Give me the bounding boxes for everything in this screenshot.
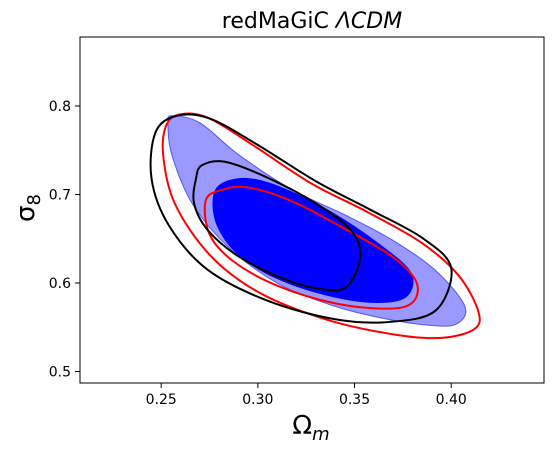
x-tick-label: 0.40 <box>436 392 467 408</box>
series-1-inner-contour <box>212 177 414 303</box>
series-3-outer-contour <box>149 113 453 324</box>
y-tick-label: 0.6 <box>49 276 71 292</box>
y-tick-label: 0.5 <box>49 364 71 380</box>
x-axis-ticks: 0.25 0.30 0.35 0.40 <box>146 383 467 408</box>
y-tick-label: 0.7 <box>49 188 71 204</box>
series-2-outer-contour <box>161 112 481 340</box>
y-axis-ticks: 0.5 0.6 0.7 0.8 <box>49 99 80 380</box>
chart-title-math: ΛCDM <box>334 9 402 34</box>
y-tick-label: 0.8 <box>49 99 71 115</box>
contour-layers <box>149 112 481 340</box>
series-2-inner-contour <box>203 185 419 310</box>
x-tick-label: 0.35 <box>339 392 370 408</box>
x-tick-label: 0.30 <box>242 392 273 408</box>
x-axis-label-sub: m <box>312 424 330 445</box>
x-tick-label: 0.25 <box>146 392 177 408</box>
y-axis-label: σ8 <box>11 194 45 222</box>
y-axis-label-sub: 8 <box>24 194 45 205</box>
chart-title-prefix: redMaGiC <box>222 9 336 34</box>
y-axis-label-base: σ <box>11 205 41 221</box>
chart-title: redMaGiC ΛCDM <box>222 9 402 34</box>
x-axis-label: Ωm <box>292 411 329 445</box>
plot-frame <box>79 36 545 384</box>
series-3-inner-contour <box>192 160 362 292</box>
x-axis-label-base: Ω <box>292 411 312 441</box>
